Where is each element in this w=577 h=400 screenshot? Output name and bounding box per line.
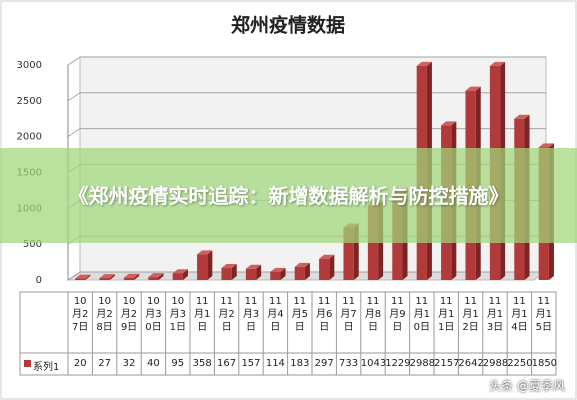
bar-side	[85, 274, 91, 280]
bar-top	[441, 121, 457, 126]
bar	[148, 277, 159, 280]
bar-top	[294, 262, 310, 267]
value-cell: 1229	[385, 358, 411, 369]
value-cell: 183	[290, 358, 310, 369]
x-tick-label: 11月5日	[291, 296, 308, 333]
bar-top	[514, 114, 530, 119]
y-tick-label: 3000	[17, 60, 42, 71]
x-tick-label: 11月9日	[389, 296, 406, 333]
banner-title: 《郑州疫情实时追踪：新增数据解析与防控措施》	[68, 183, 509, 208]
x-tick-label: 10月27日	[72, 296, 89, 333]
grid-line	[67, 271, 546, 281]
x-tick-label: 10月31日	[169, 296, 186, 333]
bar-top	[245, 264, 262, 269]
bar	[172, 273, 183, 280]
x-tick-label: 11月15日	[535, 296, 552, 333]
value-cell: 2988	[482, 358, 509, 369]
bar-top	[172, 269, 188, 274]
bar-top	[123, 273, 140, 278]
bar-side	[280, 267, 286, 280]
bar-top	[99, 274, 115, 279]
bar-side	[231, 264, 237, 280]
bar-side	[158, 273, 164, 280]
bar	[99, 278, 110, 280]
x-tick-label: 11月12日	[462, 296, 479, 333]
value-cell: 733	[339, 358, 359, 369]
bar	[270, 271, 281, 280]
x-tick-label: 11月2日	[218, 296, 235, 333]
x-tick-label: 11月1日	[194, 296, 211, 333]
x-tick-label: 10月28日	[96, 296, 113, 333]
y-tick-label: 2000	[17, 132, 42, 143]
bar-side	[109, 274, 115, 280]
legend-label: 系列1	[33, 362, 60, 373]
bar	[343, 227, 354, 280]
value-cell: 20	[73, 358, 87, 369]
bar-side	[207, 250, 213, 280]
value-cell: 297	[314, 358, 334, 369]
value-cell: 1850	[531, 358, 558, 369]
watermark: 头条 @夏季风	[489, 379, 565, 393]
bar-side	[329, 254, 335, 280]
x-tick-label: 10月29日	[120, 296, 138, 333]
value-cell: 95	[171, 358, 185, 369]
y-tick-label: 500	[23, 239, 42, 250]
y-tick-label: 2500	[17, 96, 42, 107]
bar-top	[489, 61, 506, 66]
bar-side	[256, 264, 262, 280]
grid-line	[67, 128, 546, 137]
chart-title: 郑州疫情数据	[231, 14, 345, 37]
x-tick-label: 11月14日	[511, 296, 528, 333]
x-tick-label: 11月3日	[242, 296, 260, 333]
bar-top	[416, 61, 432, 66]
bar-top	[197, 250, 213, 255]
x-tick-label: 11月10日	[413, 296, 430, 333]
bar-top	[319, 254, 335, 259]
value-cell: 32	[122, 358, 136, 369]
value-cell: 2642	[458, 358, 484, 369]
bar	[123, 277, 135, 280]
value-cell: 27	[98, 358, 111, 369]
value-cell: 157	[241, 358, 261, 369]
value-cell: 1043	[360, 358, 387, 369]
bar-top	[221, 264, 237, 269]
x-tick-label: 11月8日	[364, 296, 382, 333]
bar	[245, 268, 257, 280]
bar	[75, 278, 86, 280]
value-cell: 2157	[434, 358, 460, 369]
bar-top	[270, 267, 286, 272]
value-cell: 40	[147, 358, 160, 369]
x-tick-label: 11月13日	[486, 296, 504, 333]
legend-swatch	[24, 360, 31, 367]
bar-top	[75, 274, 91, 279]
grid-line	[67, 92, 546, 102]
bar-side	[304, 262, 310, 280]
banner: 《郑州疫情实时追踪：新增数据解析与防控措施》	[0, 148, 577, 243]
grid-line	[67, 56, 546, 66]
value-cell: 2250	[507, 358, 533, 369]
value-cell: 2988	[409, 358, 436, 369]
value-cell: 114	[265, 358, 285, 369]
bar	[197, 254, 208, 280]
bar	[221, 268, 232, 280]
x-tick-label: 10月30日	[145, 296, 162, 333]
bar	[319, 258, 330, 280]
x-tick-label: 11月6日	[316, 296, 333, 333]
x-tick-label: 11月11日	[438, 296, 455, 333]
bar-side	[182, 269, 188, 280]
bar-side	[134, 273, 140, 280]
x-tick-label: 11月7日	[340, 296, 357, 333]
bar	[294, 266, 305, 280]
value-cell: 167	[217, 358, 237, 369]
value-cell: 358	[192, 358, 212, 369]
bar-top	[538, 143, 554, 148]
y-tick-label: 0	[36, 275, 42, 286]
bar-top	[148, 273, 164, 278]
bar-top	[465, 86, 481, 91]
x-tick-label: 11月4日	[267, 296, 284, 333]
